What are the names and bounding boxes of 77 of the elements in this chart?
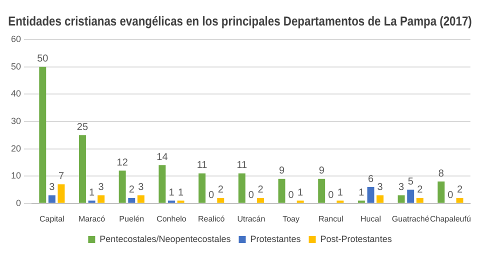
y-tick-label: 60 [10, 34, 22, 44]
bar [128, 198, 136, 203]
bar [416, 198, 424, 203]
data-label: 3 [398, 182, 405, 193]
data-label: 1 [178, 187, 184, 198]
data-label: 14 [156, 152, 168, 163]
data-label: 11 [196, 160, 208, 172]
bar [318, 178, 326, 203]
data-label: 8 [438, 168, 444, 180]
data-label: 0 [208, 190, 215, 202]
data-label: 1 [168, 187, 175, 198]
bar [98, 195, 105, 203]
bar [407, 190, 414, 203]
bar [367, 187, 374, 203]
data-label: 0 [448, 190, 454, 202]
data-label: 25 [76, 122, 88, 133]
y-tick-label: 20 [10, 143, 22, 154]
bar [118, 170, 126, 203]
x-tick-label: Rancul [318, 214, 344, 224]
data-label: 0 [328, 190, 334, 202]
x-tick-label: Capital [39, 214, 65, 224]
bar [48, 195, 56, 203]
data-label: 1 [337, 187, 344, 198]
bar [217, 198, 224, 203]
x-tick-label: Chapaleufú [430, 214, 471, 224]
bar [58, 184, 65, 203]
data-label: 6 [368, 174, 374, 185]
chart-title: Entidades cristianas evangélicas en los principales Departamentos de La Pampa (2017) [8, 14, 472, 29]
y-tick-label: 0 [16, 198, 22, 208]
bar [278, 178, 286, 203]
data-label: 2 [258, 184, 264, 196]
data-label: 2 [128, 184, 135, 196]
data-label: 2 [417, 184, 424, 196]
x-tick-label: Utracán [237, 214, 266, 224]
data-label: 11 [236, 160, 248, 172]
x-tick-label: Toay [282, 214, 300, 224]
x-tick-label: Hucal [360, 214, 382, 224]
data-label: 3 [377, 182, 384, 193]
data-label: 0 [288, 190, 294, 202]
data-label: 1 [358, 187, 365, 198]
x-tick-label: Conhelo [156, 214, 187, 224]
bar [137, 195, 144, 203]
x-tick-label: Guatraché [392, 214, 430, 224]
data-label: 9 [318, 166, 325, 177]
x-tick-label: Realicó [198, 214, 226, 224]
data-label: 1 [298, 187, 304, 198]
bar [376, 195, 384, 203]
bar [398, 195, 405, 203]
legend-label: Pentecostales/Neopentecostales [100, 234, 232, 244]
y-tick-label: 30 [10, 116, 22, 126]
bar [238, 173, 246, 203]
legend-label: Protestantes [250, 234, 302, 244]
data-label: 3 [49, 182, 56, 193]
bar [456, 198, 464, 203]
y-tick-label: 10 [10, 170, 22, 181]
data-label: 1 [89, 187, 96, 198]
bar [438, 182, 445, 203]
bar [198, 173, 206, 203]
x-tick-label: Maracó [78, 214, 106, 224]
data-label: 2 [456, 184, 463, 196]
data-label: 50 [37, 54, 49, 65]
data-label: 5 [408, 176, 414, 188]
y-tick-label: 40 [10, 88, 22, 99]
data-label: 7 [58, 171, 64, 182]
bar [257, 198, 264, 203]
data-label: 2 [218, 184, 224, 196]
data-label: 0 [248, 190, 254, 202]
data-label: 12 [116, 157, 128, 168]
bar [79, 135, 86, 203]
data-label: 9 [278, 166, 285, 177]
data-label: 3 [138, 182, 144, 193]
bar [158, 165, 166, 203]
x-tick-label: Puelén [119, 214, 144, 224]
bar [39, 66, 46, 203]
legend-label: Post-Protestantes [320, 234, 392, 244]
data-label: 3 [98, 182, 104, 193]
y-tick-label: 50 [10, 61, 22, 72]
